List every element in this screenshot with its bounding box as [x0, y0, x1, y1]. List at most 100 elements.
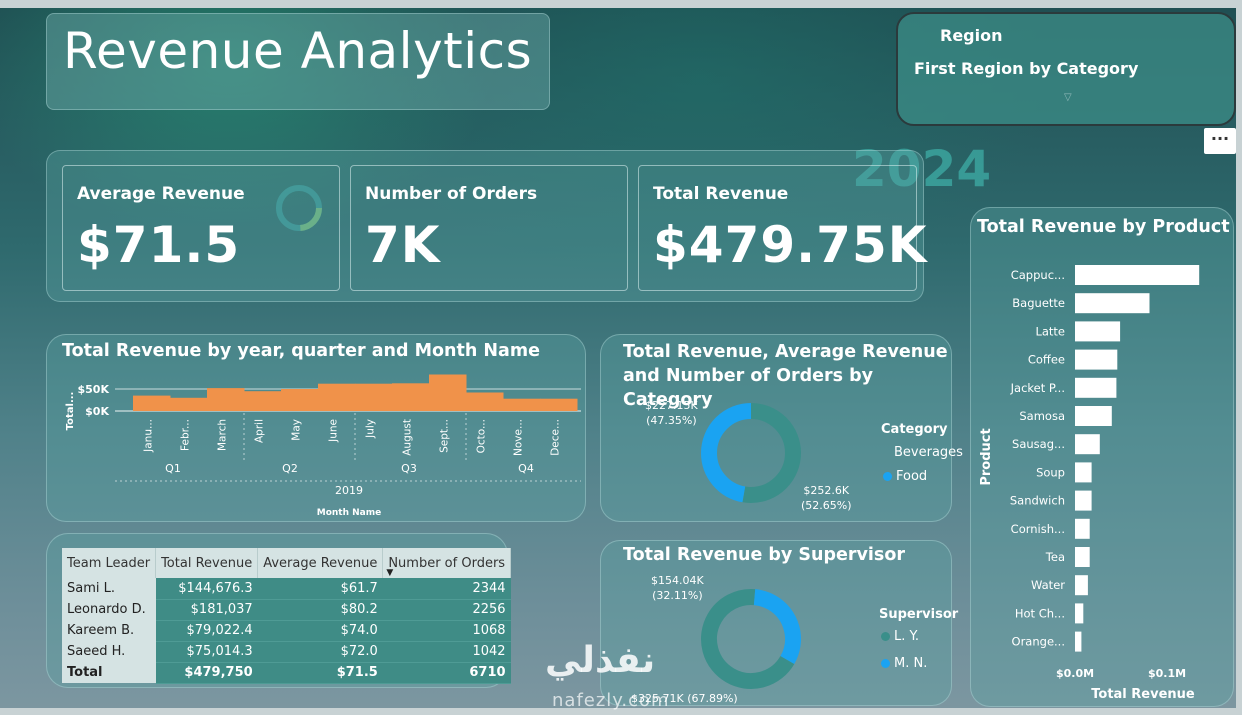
area-segment-9 [466, 392, 504, 411]
bar-0[interactable] [1075, 265, 1200, 285]
bar-5[interactable] [1075, 406, 1112, 426]
area-segment-7 [392, 383, 430, 411]
y-tick-product: Hot Ch... [1015, 606, 1065, 620]
cell-team-leader: Sami L. [62, 578, 156, 599]
y-tick: $0K [85, 405, 109, 418]
donut-chart-supervisor [699, 587, 803, 691]
quarter-label: Q3 [401, 462, 417, 475]
x-tick-month: Octo... [476, 419, 488, 453]
chevron-down-icon[interactable]: ▽ [1064, 92, 1072, 103]
bar-9[interactable] [1075, 518, 1090, 539]
chart-title-line: and Number of Orders by Category [623, 366, 874, 410]
bar-10[interactable] [1075, 547, 1090, 567]
chart-title: Total Revenue by Product [977, 217, 1230, 237]
slice-percent: (32.11%) [652, 589, 703, 602]
revenue-by-product-chart[interactable]: Total Revenue by Product Product Cappuc.… [970, 207, 1234, 707]
y-tick-product: Jacket P... [1010, 381, 1065, 395]
slicer-label: Region [940, 26, 1003, 45]
area-segment-11 [540, 398, 578, 411]
legend-dot-icon [883, 472, 892, 481]
y-tick-product: Cornish... [1011, 522, 1065, 536]
x-tick-month: May [291, 419, 303, 441]
area-segment-8 [429, 374, 467, 411]
area-segment-10 [503, 398, 541, 411]
kpi-label: Number of Orders [365, 184, 538, 204]
quarter-label: Q1 [165, 462, 181, 475]
table-row[interactable]: Kareem B. $79,022.4 $74.0 1068 [62, 620, 511, 642]
bar-1[interactable] [1075, 293, 1150, 314]
area-segment-4 [281, 389, 319, 411]
kpi-number-of-orders: Number of Orders 7K [350, 165, 628, 291]
area-segment-3 [244, 391, 282, 411]
column-header-average-revenue[interactable]: Average Revenue [257, 548, 384, 578]
team-leader-table-panel: Team Leader Total Revenue Average Revenu… [46, 533, 512, 688]
revenue-by-category-chart[interactable]: Total Revenue, Average Revenue and Numbe… [600, 334, 963, 522]
region-slicer[interactable]: Region First Region by Category ▽ [896, 12, 1236, 126]
bar-chart-svg: Product Cappuc... Baguette Latte Coffee Jack… [979, 265, 1200, 702]
cell-total-revenue: $75,014.3 [155, 641, 258, 663]
column-header-team-leader[interactable]: Team Leader [62, 548, 157, 578]
x-tick-month: June [328, 419, 340, 443]
x-tick-month: Sept... [439, 419, 451, 453]
legend-item-beverages[interactable]: Beverages [894, 445, 963, 460]
bar-8[interactable] [1075, 490, 1092, 511]
chart-title: Total Revenue, Average Revenue and Numbe… [623, 340, 951, 412]
column-header-number-of-orders[interactable]: Number of Orders ▼ [382, 548, 512, 578]
legend-item-food[interactable]: Food [883, 469, 927, 484]
column-header-total-revenue[interactable]: Total Revenue [155, 548, 259, 578]
cell-average-revenue: $71.5 [257, 662, 383, 684]
legend-item-l-y[interactable]: L. Y. [881, 629, 919, 644]
bar-3[interactable] [1075, 349, 1118, 370]
donut-slice-1[interactable] [701, 403, 801, 503]
page-title: Revenue Analytics [63, 22, 533, 80]
bar-13[interactable] [1075, 631, 1082, 652]
bar-4[interactable] [1075, 377, 1117, 398]
bar-11[interactable] [1075, 575, 1088, 596]
table-row[interactable]: Saeed H. $75,014.3 $72.0 1042 [62, 641, 511, 663]
bar-7[interactable] [1075, 462, 1092, 483]
table-row[interactable]: Leonardo D. $181,037 $80.2 2256 [62, 599, 511, 621]
bar-6[interactable] [1075, 434, 1100, 455]
column-header-label: Number of Orders [388, 555, 506, 571]
gauge-icon [276, 185, 322, 231]
slice-value: $154.04K [651, 574, 704, 587]
table-total-row: Total $479,750 $71.5 6710 [62, 662, 511, 684]
y-tick-product: Samosa [1019, 409, 1065, 423]
y-tick: $50K [78, 383, 110, 396]
watermark-url: nafezly.com [552, 690, 670, 711]
area-segment-0 [133, 395, 171, 411]
year-label: 2019 [335, 484, 363, 497]
area-chart-svg: Total... $50K $0K Janu... Febr... March Apr… [65, 374, 581, 518]
kpi-label: Total Revenue [653, 184, 789, 204]
quarter-label: Q4 [518, 462, 534, 475]
x-tick-month: July [365, 419, 377, 439]
kpi-value: $479.75K [653, 216, 928, 274]
legend-dot-icon [881, 659, 890, 668]
bar-12[interactable] [1075, 603, 1084, 624]
legend-title: Supervisor [879, 607, 959, 622]
table-row[interactable]: Sami L. $144,676.3 $61.7 2344 [62, 578, 511, 600]
donut-slice-0[interactable] [699, 587, 803, 691]
quarter-label: Q2 [282, 462, 298, 475]
x-tick-month: Nove... [513, 419, 525, 456]
slice-label-beverages: $227.15K (47.35%) [645, 398, 698, 428]
x-axis-label: Total Revenue [1091, 687, 1195, 702]
window-top-bar [0, 0, 1242, 8]
background-year-text: 2024 [852, 140, 992, 198]
cell-total-revenue: $144,676.3 [155, 578, 258, 600]
chart-title-line: Total Revenue, Average Revenue [623, 342, 948, 362]
legend-label: M. N. [894, 656, 928, 671]
slicer-value[interactable]: First Region by Category [914, 59, 1139, 78]
slice-percent: (52.65%) [801, 499, 852, 512]
bar-2[interactable] [1075, 321, 1121, 342]
y-tick-product: Sandwich [1010, 494, 1065, 508]
revenue-by-month-chart[interactable]: Total Revenue by year, quarter and Month… [46, 334, 586, 522]
legend-dot-icon [881, 632, 890, 641]
watermark-logo: نفذلي [545, 640, 656, 681]
revenue-by-supervisor-chart[interactable]: Total Revenue by Supervisor $154.04K (32… [600, 540, 958, 706]
y-tick-product: Orange... [1012, 635, 1065, 649]
ellipsis-icon[interactable]: ··· [1204, 128, 1236, 154]
legend-item-m-n[interactable]: M. N. [881, 656, 927, 671]
kpi-label: Average Revenue [77, 184, 245, 204]
cell-team-leader: Saeed H. [62, 641, 156, 662]
